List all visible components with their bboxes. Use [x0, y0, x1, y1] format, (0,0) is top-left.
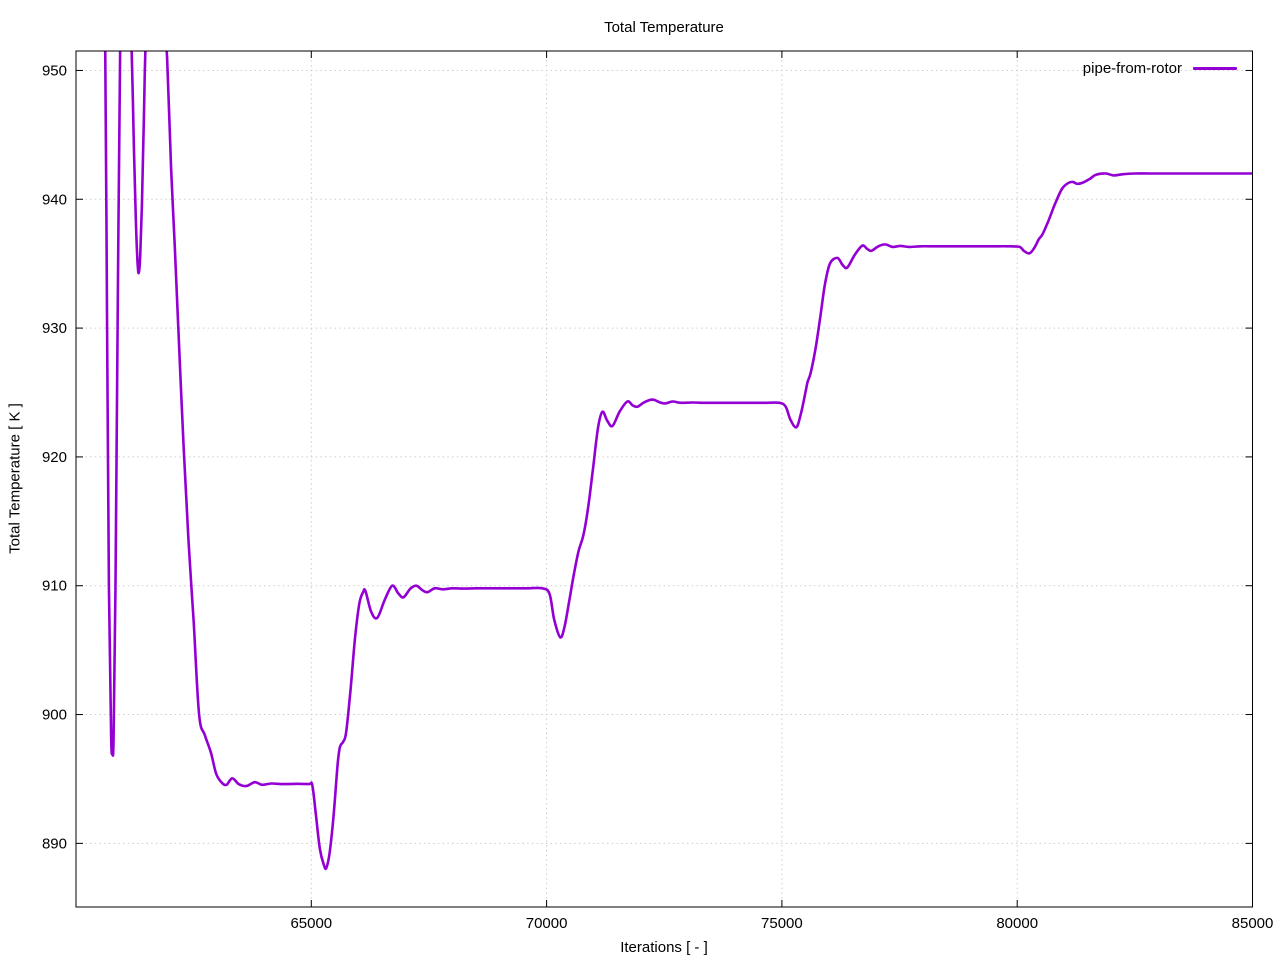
legend-label: pipe-from-rotor: [1082, 60, 1182, 77]
y-tick-label: 930: [42, 320, 67, 337]
x-axis-label: Iterations [ - ]: [620, 939, 708, 956]
x-tick-label: 85000: [1232, 915, 1274, 932]
y-tick-label: 920: [42, 449, 67, 466]
chart-title: Total Temperature: [604, 19, 724, 36]
x-tick-label: 70000: [526, 915, 568, 932]
series-line: [103, 51, 1253, 871]
x-tick-label: 65000: [290, 915, 332, 932]
x-tick-label: 75000: [761, 915, 803, 932]
plot-border: [75, 50, 1253, 908]
y-tick-label: 950: [42, 62, 67, 79]
y-tick-label: 940: [42, 191, 67, 208]
legend-line-sample: [1193, 67, 1237, 70]
y-tick-label: 910: [42, 578, 67, 595]
y-tick-label: 890: [42, 835, 67, 852]
legend: pipe-from-rotor: [1083, 60, 1237, 77]
y-tick-label: 900: [42, 707, 67, 724]
y-axis-label: Total Temperature [ K ]: [6, 403, 24, 554]
x-tick-label: 80000: [996, 915, 1038, 932]
